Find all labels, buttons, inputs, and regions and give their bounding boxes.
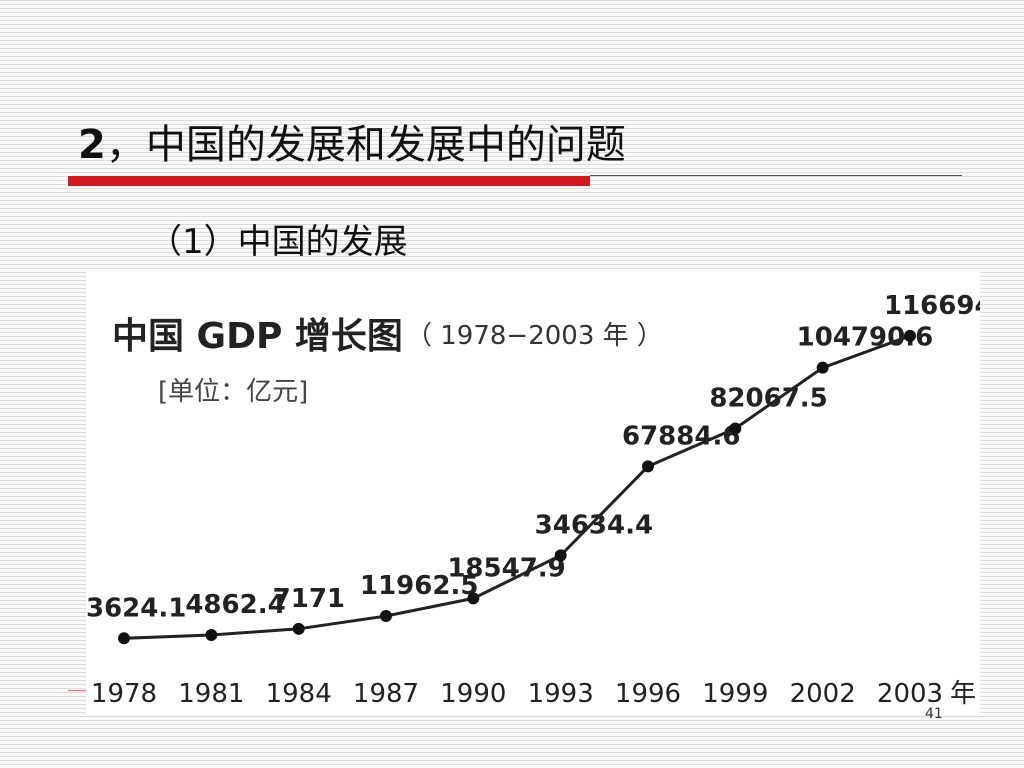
data-label: 11962.5	[360, 571, 478, 601]
data-label: 3624.1	[86, 593, 186, 623]
x-tick-label: 1990	[440, 679, 506, 709]
slide-title-number: 2	[78, 122, 106, 168]
data-point	[816, 361, 829, 374]
chart-unit-label: [单位：亿元]	[158, 377, 308, 407]
chart-title: 中国 GDP 增长图	[112, 316, 403, 357]
data-point	[380, 610, 392, 623]
x-axis: 1978 1981 1984 1987 1990 1993 1996 1999 2002 2003…	[91, 679, 976, 709]
data-point	[292, 622, 305, 635]
slide-title: 2，中国的发展和发展中的问题	[78, 112, 626, 170]
data-label: 116694	[884, 291, 980, 321]
x-tick-label: 1999	[702, 679, 768, 709]
data-point	[904, 329, 916, 342]
data-label: 82067.5	[709, 383, 827, 413]
data-point	[642, 460, 654, 473]
decorative-line	[68, 690, 86, 691]
data-label: 4862.4	[185, 590, 285, 620]
chart-title-range: （ 1978−2003 年 ）	[406, 321, 663, 351]
data-point	[205, 628, 218, 641]
x-tick-label: 1978	[91, 679, 157, 709]
x-tick-label: 1984	[266, 679, 332, 709]
chart-card: 中国 GDP 增长图 （ 1978−2003 年 ） [单位：亿元] 3624.…	[86, 272, 993, 715]
slide-subtitle: （1）中国的发展	[148, 222, 408, 262]
slide-title-text: ，中国的发展和发展中的问题	[105, 122, 626, 168]
data-label: 18547.9	[447, 553, 565, 583]
x-tick-label: 1987	[353, 679, 419, 709]
data-label: 67884.6	[622, 421, 740, 451]
data-point	[729, 422, 742, 435]
page-number: 41	[925, 706, 943, 722]
x-tick-label: 2002	[790, 679, 856, 709]
data-point	[554, 549, 567, 562]
x-tick-label: 1993	[528, 679, 594, 709]
x-axis-unit: 年	[950, 679, 976, 709]
series-line	[123, 334, 911, 640]
data-point	[467, 592, 480, 605]
data-label: 34634.4	[535, 510, 653, 540]
data-label: 7171	[273, 584, 345, 614]
title-underline-thin	[590, 175, 962, 176]
x-tick-label: 1981	[178, 679, 244, 709]
x-tick-label: 2003	[877, 679, 943, 709]
data-point	[118, 632, 130, 645]
title-underline-bar	[68, 176, 590, 186]
gdp-line-chart: 中国 GDP 增长图 （ 1978−2003 年 ） [单位：亿元] 3624.…	[86, 291, 993, 709]
x-tick-label: 1996	[615, 679, 681, 709]
